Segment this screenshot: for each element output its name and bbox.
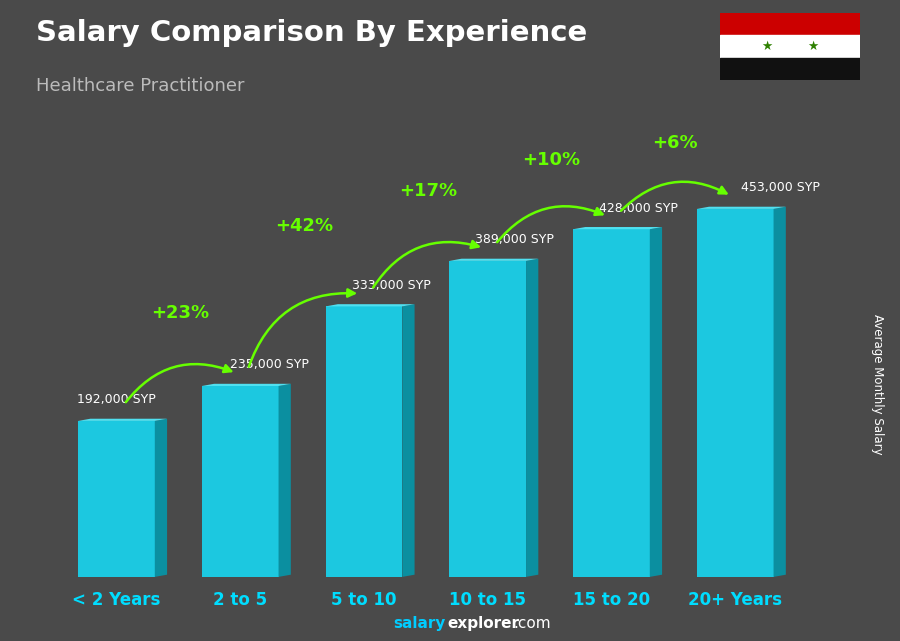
Polygon shape [526,259,538,577]
Text: 389,000 SYP: 389,000 SYP [475,233,554,246]
Polygon shape [279,384,291,577]
Text: +17%: +17% [399,182,457,200]
Polygon shape [202,384,291,386]
Bar [720,58,859,80]
Text: 428,000 SYP: 428,000 SYP [599,201,678,215]
Bar [720,13,859,35]
Text: +6%: +6% [652,134,698,152]
Polygon shape [573,227,662,229]
Text: Salary Comparison By Experience: Salary Comparison By Experience [36,19,587,47]
Text: +23%: +23% [151,304,210,322]
Polygon shape [650,227,662,577]
Text: ★: ★ [807,40,819,53]
Text: 235,000 SYP: 235,000 SYP [230,358,310,371]
Text: +10%: +10% [522,151,580,169]
Polygon shape [326,304,415,306]
Text: ★: ★ [760,40,772,53]
Polygon shape [697,206,786,209]
Bar [573,229,650,577]
Text: 192,000 SYP: 192,000 SYP [76,393,156,406]
Polygon shape [155,419,167,577]
Polygon shape [402,304,415,577]
Polygon shape [449,259,538,261]
Polygon shape [773,206,786,577]
Text: 333,000 SYP: 333,000 SYP [352,279,430,292]
Text: +42%: +42% [274,217,333,235]
Bar [720,35,859,58]
Bar [449,261,526,577]
Text: Average Monthly Salary: Average Monthly Salary [871,314,884,455]
Text: salary: salary [393,617,446,631]
Text: 453,000 SYP: 453,000 SYP [742,181,820,194]
Bar [202,386,279,577]
Text: .com: .com [513,617,551,631]
Bar [697,209,774,577]
Bar [326,306,402,577]
Bar [78,421,155,577]
Polygon shape [78,419,167,421]
Text: Healthcare Practitioner: Healthcare Practitioner [36,77,245,95]
Text: explorer: explorer [447,617,519,631]
